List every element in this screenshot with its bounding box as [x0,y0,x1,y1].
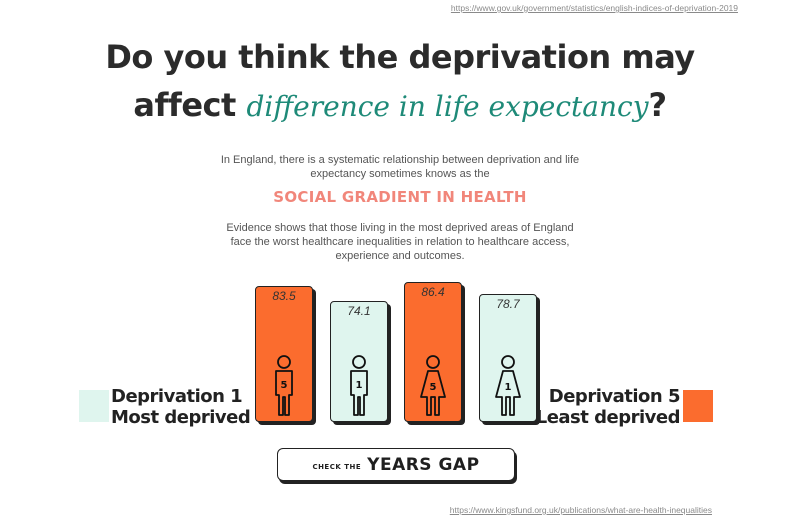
check-years-gap-button[interactable]: CHECK THE YEARS GAP [277,448,515,481]
headline-question-mark: ? [648,86,668,124]
figure-number: 1 [356,380,363,391]
bar-deprivation-1-male: 74.1 1 [330,301,388,422]
legend-swatch-deprivation-1 [79,390,109,422]
intro-paragraph: In England, there is a systematic relati… [220,154,580,180]
figure-number: 5 [430,382,437,393]
bar-deprivation-1-female: 78.7 1 [479,294,537,422]
woman-icon: 1 [495,355,521,416]
source-link-top[interactable]: https://www.gov.uk/government/statistics… [450,3,738,13]
legend-line: Deprivation 5 [548,386,681,407]
legend-line: Most deprived [111,407,251,428]
man-icon: 5 [275,355,293,416]
source-link-bottom[interactable]: https://www.kingsfund.org.uk/publication… [449,505,712,515]
button-small-label: CHECK THE [312,462,362,471]
legend-label-deprivation-1: Deprivation 1 Most deprived [111,386,251,428]
legend-label-deprivation-5: Deprivation 5 Least deprived [535,386,681,428]
bar-value-label: 74.1 [347,304,371,318]
legend-swatch-deprivation-5 [683,390,713,422]
headline-prefix: affect [133,86,236,124]
headline-script-phrase: difference in life expectancy [246,90,649,123]
bar-value-label: 86.4 [421,285,445,299]
figure-number: 5 [281,380,288,391]
social-gradient-heading: SOCIAL GRADIENT IN HEALTH [273,188,527,206]
woman-icon: 5 [420,355,446,416]
bar-deprivation-5-female: 86.4 5 [404,282,462,422]
legend-line: Least deprived [535,407,681,428]
bar-value-label: 78.7 [496,297,520,311]
figure-number: 1 [505,382,512,393]
man-icon: 1 [350,355,368,416]
headline-line-1: Do you think the deprivation may [105,38,695,76]
evidence-paragraph: Evidence shows that those living in the … [226,222,574,262]
legend-line: Deprivation 1 [111,386,243,407]
button-big-label: YEARS GAP [367,454,480,475]
bar-value-label: 83.5 [272,289,296,303]
headline-line-2: affect difference in life expectancy? [0,86,800,124]
bar-deprivation-5-male: 83.5 5 [255,286,313,422]
